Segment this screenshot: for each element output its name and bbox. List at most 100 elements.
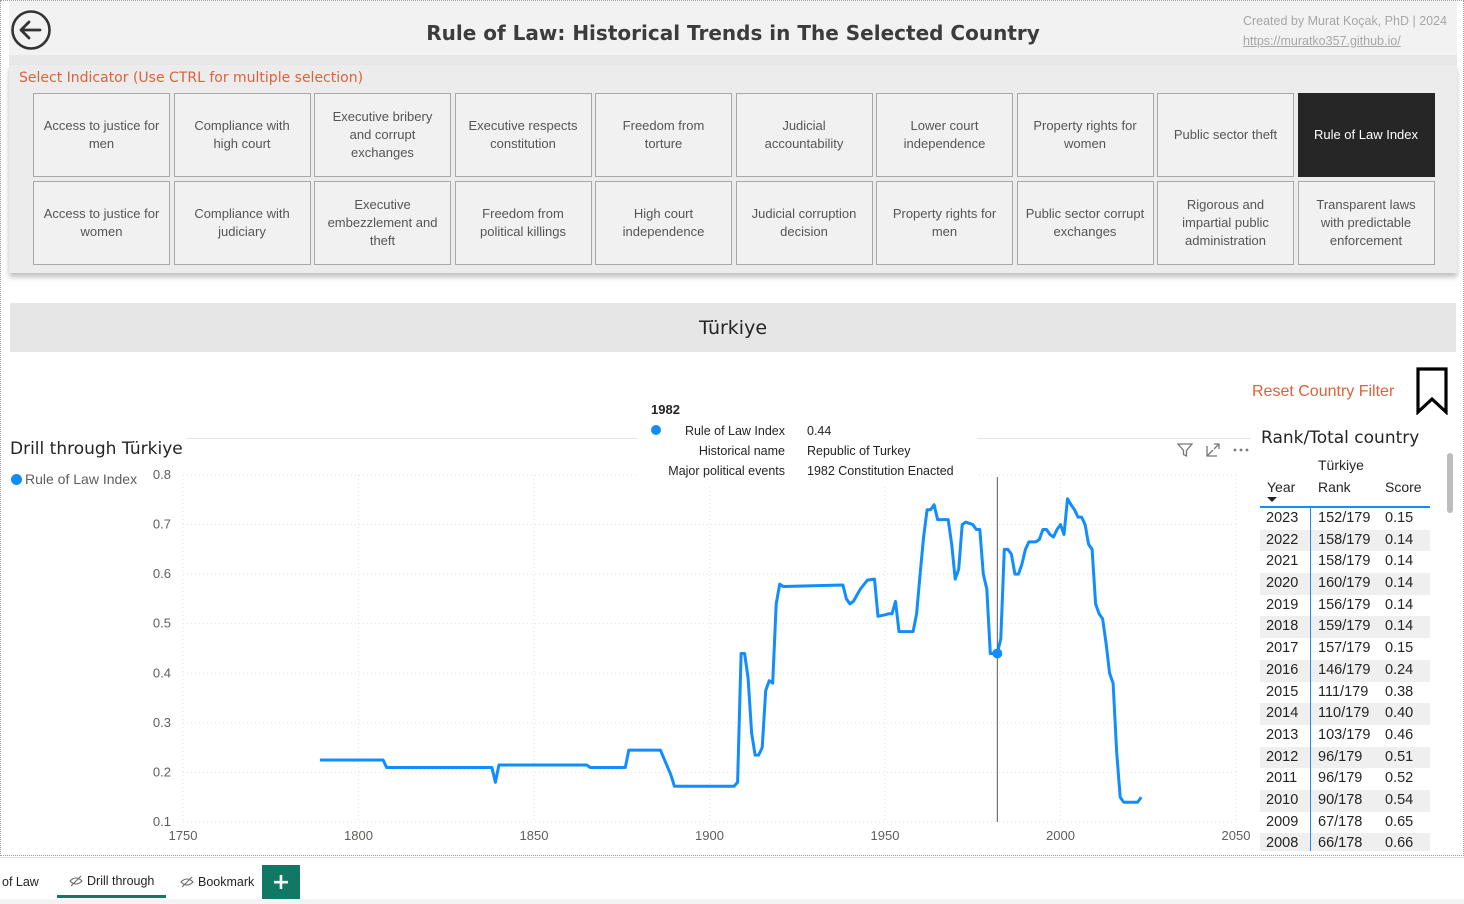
slicer-label: Select Indicator (Use CTRL for multiple … [19, 70, 364, 86]
table-column-divider [1310, 506, 1311, 851]
tooltip-year: 1982 [651, 402, 680, 417]
sort-descending-icon[interactable] [1267, 497, 1277, 502]
table-row[interactable]: 2021 158/179 0.14 [1260, 551, 1430, 573]
indicator-tile[interactable]: Judicial accountability [735, 93, 873, 177]
cell-score: 0.24 [1385, 661, 1414, 678]
tab-bookmark[interactable]: Bookmark [180, 866, 254, 898]
table-row[interactable]: 2017 157/179 0.15 [1260, 638, 1430, 660]
tooltip-key: Historical name [698, 444, 785, 458]
filter-icon[interactable] [1176, 441, 1194, 459]
cell-year: 2015 [1266, 683, 1299, 700]
focus-mode-icon[interactable] [1204, 441, 1222, 459]
chart-legend[interactable]: Rule of Law Index [11, 471, 137, 487]
indicator-tile[interactable]: Rule of Law Index [1297, 93, 1435, 177]
cell-year: 2016 [1266, 661, 1299, 678]
indicator-tile[interactable]: Freedom from torture [595, 93, 732, 177]
indicator-tile[interactable]: Property rights for men [876, 181, 1013, 265]
cell-rank: 110/179 [1318, 705, 1370, 722]
cell-year: 2014 [1266, 705, 1299, 722]
tooltip-series-dot [651, 425, 661, 435]
more-options-icon[interactable] [1232, 441, 1250, 459]
bookmark-icon[interactable] [1414, 367, 1450, 415]
x-tick-label: 2050 [1222, 828, 1251, 843]
table-row[interactable]: 2008 66/178 0.66 [1260, 833, 1430, 851]
cell-score: 0.14 [1385, 575, 1414, 592]
credit-link[interactable]: https://muratko357.github.io/ [1242, 34, 1401, 48]
cell-score: 0.54 [1385, 791, 1414, 808]
legend-marker [11, 473, 22, 485]
country-banner: Türkiye [10, 303, 1456, 352]
table-row[interactable]: 2012 96/179 0.51 [1260, 746, 1430, 769]
indicator-tile[interactable]: Public sector theft [1157, 93, 1294, 177]
indicator-tile[interactable]: Access to justice for men [33, 93, 170, 177]
back-arrow-icon[interactable] [10, 9, 52, 51]
cell-score: 0.15 [1385, 510, 1414, 526]
table-scrollbar[interactable] [1447, 453, 1453, 513]
tabs-bottom-strip [0, 899, 1464, 904]
cell-rank: 90/178 [1318, 791, 1363, 808]
highlight-point[interactable] [992, 648, 1003, 659]
table-row[interactable]: 2011 96/179 0.52 [1260, 768, 1430, 790]
table-row[interactable]: 2016 146/179 0.24 [1260, 659, 1430, 682]
indicator-tile[interactable]: Executive respects constitution [454, 93, 592, 177]
y-tick-label: 0.2 [153, 764, 171, 779]
cell-year: 2009 [1266, 813, 1299, 830]
hidden-page-icon [180, 876, 194, 888]
indicator-tile[interactable]: Executive embezzlement and theft [314, 181, 451, 265]
table-body: 2023 152/179 0.15 2022 158/179 0.14 2021 158/17… [1260, 508, 1430, 851]
indicator-tile[interactable]: Judicial corruption decision [735, 181, 873, 265]
cell-score: 0.14 [1385, 553, 1414, 570]
tooltip-value: Republic of Turkey [807, 444, 911, 458]
indicator-tile[interactable]: Transparent laws with predictable enforc… [1297, 181, 1435, 265]
indicator-tile[interactable]: Access to justice for women [33, 181, 170, 265]
table-row[interactable]: 2019 156/179 0.14 [1260, 595, 1430, 617]
tooltip-row: Rule of Law Index 0.44 [637, 424, 967, 444]
indicator-tile[interactable]: Property rights for women [1016, 93, 1154, 177]
y-tick-label: 0.4 [153, 665, 171, 680]
indicator-tile[interactable]: Freedom from political killings [454, 181, 592, 265]
column-header-score[interactable]: Score [1385, 479, 1422, 495]
rank-table[interactable]: Türkiye Year Rank Score 2023 152/179 0.15 2… [1260, 453, 1430, 851]
cell-rank: 158/179 [1318, 553, 1371, 570]
x-tick-label: 1750 [169, 828, 198, 843]
tab-drill-through[interactable]: Drill through [57, 866, 167, 898]
x-tick-label: 1950 [871, 828, 900, 843]
tab-rule-of-law[interactable]: of Law [2, 866, 39, 898]
indicator-tile[interactable]: Executive bribery and corrupt exchanges [314, 93, 451, 177]
cell-score: 0.14 [1385, 531, 1414, 548]
credit-block: Created by Murat Koçak, PhD | 2024 https… [1243, 11, 1447, 51]
indicator-tile[interactable]: High court independence [595, 181, 732, 265]
cell-score: 0.51 [1385, 748, 1414, 765]
table-row[interactable]: 2020 160/179 0.14 [1260, 573, 1430, 595]
column-header-year[interactable]: Year [1267, 479, 1296, 495]
add-page-button[interactable]: + [262, 865, 300, 899]
cell-score: 0.14 [1385, 596, 1414, 613]
cell-rank: 96/179 [1318, 770, 1363, 787]
table-row[interactable]: 2010 90/178 0.54 [1260, 789, 1430, 812]
cell-score: 0.15 [1385, 640, 1414, 657]
table-row[interactable]: 2014 110/179 0.40 [1260, 703, 1430, 725]
indicator-tile[interactable]: Public sector corrupt exchanges [1016, 181, 1154, 265]
table-row[interactable]: 2009 67/178 0.65 [1260, 812, 1430, 834]
column-header-rank[interactable]: Rank [1318, 479, 1351, 495]
table-header-divider [1260, 506, 1430, 508]
table-row[interactable]: 2015 111/179 0.38 [1260, 682, 1430, 704]
series-line-rule-of-law-index[interactable] [319, 497, 1143, 804]
indicator-tile[interactable]: Rigorous and impartial public administra… [1157, 181, 1294, 265]
table-row[interactable]: 2023 152/179 0.15 [1260, 508, 1430, 530]
cell-rank: 67/178 [1318, 813, 1363, 830]
cell-rank: 152/179 [1318, 510, 1371, 526]
cell-rank: 157/179 [1318, 640, 1371, 657]
indicator-tile[interactable]: Compliance with judiciary [173, 181, 311, 265]
visual-header-icons [1176, 441, 1250, 459]
table-row[interactable]: 2013 103/179 0.46 [1260, 725, 1430, 747]
line-chart[interactable]: 0.1 0.2 0.3 0.4 0.5 0.6 0.7 0.8 1750 1800 1850 1900… [141, 461, 1256, 851]
cell-rank: 103/179 [1318, 726, 1371, 743]
table-row[interactable]: 2022 158/179 0.14 [1260, 529, 1430, 552]
indicator-tile-grid: Access to justice for men Compliance with… [33, 93, 1435, 265]
table-row[interactable]: 2018 159/179 0.14 [1260, 616, 1430, 639]
indicator-tile[interactable]: Compliance with high court [173, 93, 311, 177]
indicator-tile[interactable]: Lower court independence [876, 93, 1013, 177]
header-divider [9, 55, 1457, 65]
reset-country-filter-button[interactable]: Reset Country Filter [1252, 383, 1395, 400]
